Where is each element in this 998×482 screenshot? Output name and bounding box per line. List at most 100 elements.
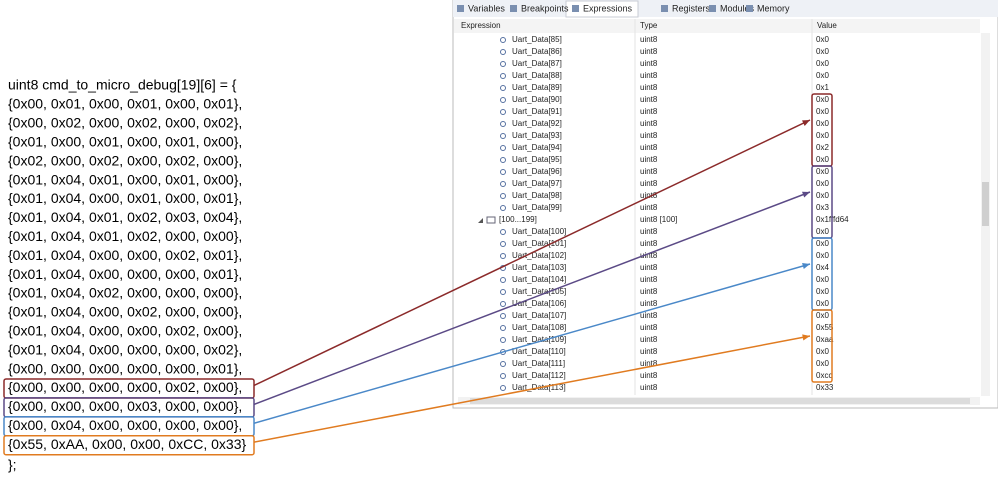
value: 0x0	[816, 59, 829, 68]
expression[interactable]: Uart_Data[85]	[512, 35, 562, 44]
expression[interactable]: Uart_Data[98]	[512, 191, 562, 200]
value: 0x4	[816, 263, 829, 272]
tab[interactable]: Registers	[672, 3, 711, 13]
expression[interactable]: Uart_Data[92]	[512, 119, 562, 128]
type: uint8	[640, 203, 658, 212]
tab[interactable]: Breakpoints	[521, 3, 569, 13]
expression[interactable]: Uart_Data[89]	[512, 83, 562, 92]
scroll-thumb[interactable]	[470, 398, 970, 404]
value: 0x0	[816, 167, 829, 176]
var-icon	[500, 193, 506, 199]
arrow-head	[802, 120, 810, 126]
tab-icon	[661, 5, 668, 12]
var-icon	[500, 325, 506, 331]
type: uint8	[640, 155, 658, 164]
tab[interactable]: Expressions	[583, 3, 633, 13]
expand-icon[interactable]	[478, 218, 483, 223]
expression[interactable]: Uart_Data[90]	[512, 95, 562, 104]
type: uint8	[640, 35, 658, 44]
tab[interactable]: Memory	[757, 3, 790, 13]
expression[interactable]: Uart_Data[106]	[512, 299, 566, 308]
var-icon	[500, 61, 506, 67]
expression[interactable]: Uart_Data[111]	[512, 359, 565, 368]
tab[interactable]: Variables	[468, 3, 505, 13]
value: 0xcc	[816, 371, 832, 380]
expression[interactable]: Uart_Data[96]	[512, 167, 562, 176]
tab-icon	[510, 5, 517, 12]
expression[interactable]: Uart_Data[95]	[512, 155, 562, 164]
code-row: {0x01, 0x04, 0x01, 0x02, 0x00, 0x00},	[8, 228, 242, 244]
column-title[interactable]: Value	[817, 21, 837, 30]
code-row: {0x00, 0x01, 0x00, 0x01, 0x00, 0x01},	[8, 96, 242, 112]
type: uint8	[640, 383, 658, 392]
var-icon	[500, 145, 506, 151]
expression[interactable]: Uart_Data[105]	[512, 287, 566, 296]
value: 0x0	[816, 347, 829, 356]
expression[interactable]: Uart_Data[97]	[512, 179, 562, 188]
code-row: {0x01, 0x04, 0x00, 0x02, 0x00, 0x00},	[8, 304, 242, 320]
expression[interactable]: Uart_Data[103]	[512, 263, 566, 272]
expression[interactable]: Uart_Data[110]	[512, 347, 566, 356]
var-icon	[500, 157, 506, 163]
type: uint8	[640, 371, 658, 380]
type: uint8	[640, 287, 658, 296]
expression[interactable]: [100...199]	[499, 215, 537, 224]
value: 0x33	[816, 383, 834, 392]
value: 0x0	[816, 47, 829, 56]
code-row: {0x00, 0x04, 0x00, 0x00, 0x00, 0x00},	[8, 417, 242, 433]
expression[interactable]: Uart_Data[107]	[512, 311, 566, 320]
code-row: {0x01, 0x00, 0x01, 0x00, 0x01, 0x00},	[8, 134, 242, 150]
tab[interactable]: Modules	[720, 3, 755, 13]
var-icon	[500, 37, 506, 43]
expression[interactable]: Uart_Data[101]	[512, 239, 566, 248]
code-footer: };	[8, 457, 17, 473]
value: 0x0	[816, 359, 829, 368]
expression[interactable]: Uart_Data[91]	[512, 107, 562, 116]
var-icon	[500, 73, 506, 79]
expression[interactable]: Uart_Data[94]	[512, 143, 562, 152]
var-icon	[500, 133, 506, 139]
active-tab	[565, 0, 639, 18]
type: uint8	[640, 359, 658, 368]
type: uint8	[640, 83, 658, 92]
tab-icon	[457, 5, 464, 12]
scroll-thumb[interactable]	[982, 182, 989, 226]
expression[interactable]: Uart_Data[93]	[512, 131, 562, 140]
value: 0x0	[816, 131, 829, 140]
expression[interactable]: Uart_Data[104]	[512, 275, 566, 284]
tab-icon	[709, 5, 716, 12]
var-icon	[500, 85, 506, 91]
array-icon	[486, 216, 496, 224]
expression[interactable]: Uart_Data[108]	[512, 323, 566, 332]
arrow-head	[802, 191, 810, 198]
expression[interactable]: Uart_Data[86]	[512, 47, 562, 56]
column-header	[454, 19, 980, 33]
arrow	[253, 335, 811, 443]
type: uint8	[640, 191, 658, 200]
type: uint8	[640, 251, 658, 260]
expression[interactable]: Uart_Data[87]	[512, 59, 562, 68]
expression[interactable]: Uart_Data[109]	[512, 335, 566, 344]
var-icon	[500, 361, 506, 367]
type: uint8	[640, 335, 658, 344]
value: 0x0	[816, 71, 829, 80]
value: 0x2	[816, 143, 829, 152]
column-title[interactable]: Type	[640, 21, 658, 30]
value: 0x0	[816, 227, 829, 236]
type: uint8	[640, 239, 658, 248]
value: 0x0	[816, 95, 829, 104]
value: 0x0	[816, 179, 829, 188]
type: uint8	[640, 311, 658, 320]
type: uint8	[640, 299, 658, 308]
expression[interactable]: Uart_Data[100]	[512, 227, 566, 236]
type: uint8	[640, 95, 658, 104]
type: uint8 [100]	[640, 215, 677, 224]
expression[interactable]: Uart_Data[99]	[512, 203, 562, 212]
arrow	[253, 191, 811, 406]
expression[interactable]: Uart_Data[102]	[512, 251, 566, 260]
type: uint8	[640, 275, 658, 284]
var-icon	[500, 253, 506, 259]
column-title[interactable]: Expression	[461, 21, 501, 30]
expression[interactable]: Uart_Data[112]	[512, 371, 566, 380]
expression[interactable]: Uart_Data[88]	[512, 71, 562, 80]
